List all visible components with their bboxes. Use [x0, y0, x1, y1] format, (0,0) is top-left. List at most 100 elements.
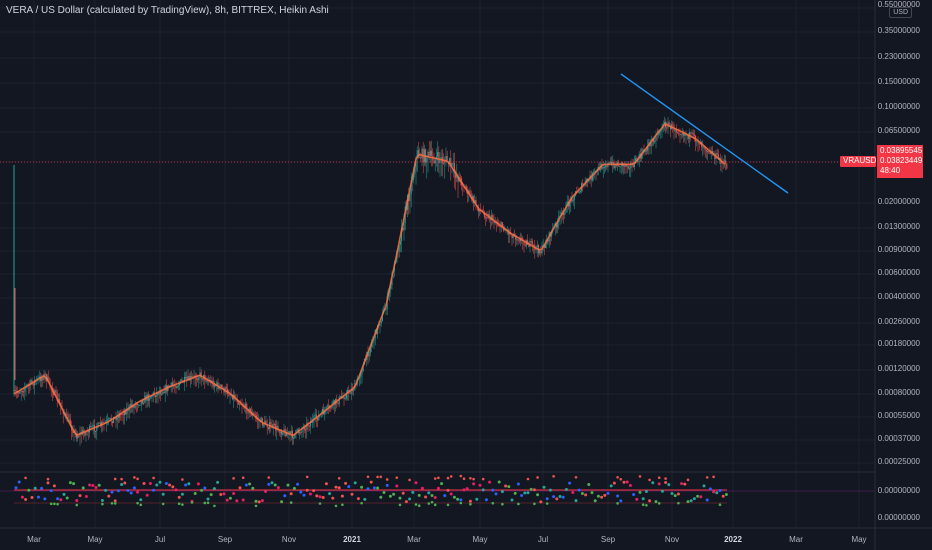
oscillator-dot [638, 490, 642, 494]
oscillator-dot [56, 502, 59, 506]
candle-body [523, 241, 525, 245]
candle-body [629, 168, 631, 170]
candle-body [633, 161, 635, 167]
oscillator-dot [433, 477, 437, 480]
candle-body [440, 157, 442, 160]
candle-body [557, 222, 559, 228]
oscillator-dot [382, 491, 386, 495]
candle-body [305, 429, 307, 431]
candle-body [72, 430, 74, 434]
candle-body [59, 399, 61, 403]
oscillator-dot [673, 494, 677, 498]
oscillator-dot [177, 502, 181, 506]
oscillator-dot [705, 476, 709, 479]
oscillator-dot [657, 502, 661, 505]
oscillator-dot [667, 483, 671, 487]
oscillator-dot [337, 477, 341, 480]
candle-body [290, 430, 292, 434]
candle-body [708, 151, 710, 153]
oscillator-dot [638, 475, 642, 478]
candle-body [245, 403, 247, 408]
trendline[interactable] [620, 73, 789, 194]
candle-body [303, 426, 305, 430]
oscillator-dot [468, 499, 472, 503]
oscillator-dot [302, 493, 306, 497]
oscillator-dot [523, 491, 527, 495]
candle-body [390, 285, 392, 289]
grid [0, 0, 875, 528]
candle-body [697, 141, 699, 143]
oscillator-dot [622, 480, 626, 484]
oscillator-dot [139, 498, 143, 502]
candle-body [421, 148, 423, 159]
price-tick: 0.00400000 [877, 292, 920, 301]
oscillator-dot [721, 494, 725, 498]
candle-body [498, 224, 500, 227]
oscillator-dot [475, 497, 479, 501]
oscillator-dot [132, 486, 136, 490]
oscillator-dot [100, 499, 104, 503]
candle-body [96, 427, 98, 431]
candle-body [143, 402, 145, 404]
oscillator-tick: 0.00000000 [877, 486, 920, 495]
oscillator-dot [670, 491, 674, 495]
oscillator-dot [437, 476, 440, 480]
candle-body [150, 396, 152, 399]
oscillator-dot [574, 476, 578, 479]
candle-body [95, 430, 97, 432]
candle-body [339, 396, 341, 398]
oscillator-dot [702, 484, 706, 488]
oscillator-dot [686, 500, 690, 504]
oscillator-dot [510, 498, 514, 502]
candle-body [361, 371, 363, 375]
price-tick: 0.01300000 [877, 222, 920, 231]
candle-body [277, 425, 279, 431]
candle-body [714, 153, 716, 160]
candle-body [162, 391, 164, 394]
time-tick: Sep [600, 535, 616, 544]
candle-body [413, 173, 415, 181]
oscillator-dot [558, 494, 562, 498]
candle-body [187, 375, 189, 380]
candle-body [725, 160, 727, 164]
candle-body [625, 164, 627, 167]
time-tick: Nov [281, 535, 297, 544]
oscillator-dot [324, 482, 328, 486]
candle-body [171, 382, 173, 386]
candle-body [426, 158, 428, 163]
oscillator-dot [616, 502, 619, 505]
candle-body [465, 186, 467, 190]
oscillator-dot [53, 502, 56, 506]
candle-body [716, 153, 718, 155]
currency-button[interactable]: USD [889, 7, 912, 18]
oscillator-dot [136, 501, 139, 505]
oscillator-dot [296, 482, 300, 486]
oscillator-dot [244, 483, 248, 487]
candle-body [267, 427, 269, 429]
candle-body [462, 185, 464, 187]
candle-body [681, 133, 683, 135]
candle-body [459, 177, 461, 179]
candle-body [266, 425, 268, 428]
oscillator-dot [497, 480, 501, 484]
candle-body [489, 218, 491, 221]
candle-body [102, 421, 104, 423]
candle-body [151, 396, 153, 398]
candle-body [225, 387, 227, 389]
oscillator-dot [161, 492, 165, 496]
oscillator-dot [145, 493, 149, 497]
candle-body [631, 162, 633, 164]
candle-body [680, 134, 682, 136]
oscillator-dot [689, 499, 693, 503]
candle-body [317, 418, 319, 421]
oscillator-dot [504, 484, 508, 488]
price-tick: 0.15000000 [877, 77, 920, 86]
candle-body [611, 161, 613, 165]
candle-body [265, 420, 267, 426]
candle-body [402, 227, 404, 231]
candle-body [410, 180, 412, 195]
candle-body [666, 127, 668, 129]
oscillator-dot [158, 480, 162, 484]
